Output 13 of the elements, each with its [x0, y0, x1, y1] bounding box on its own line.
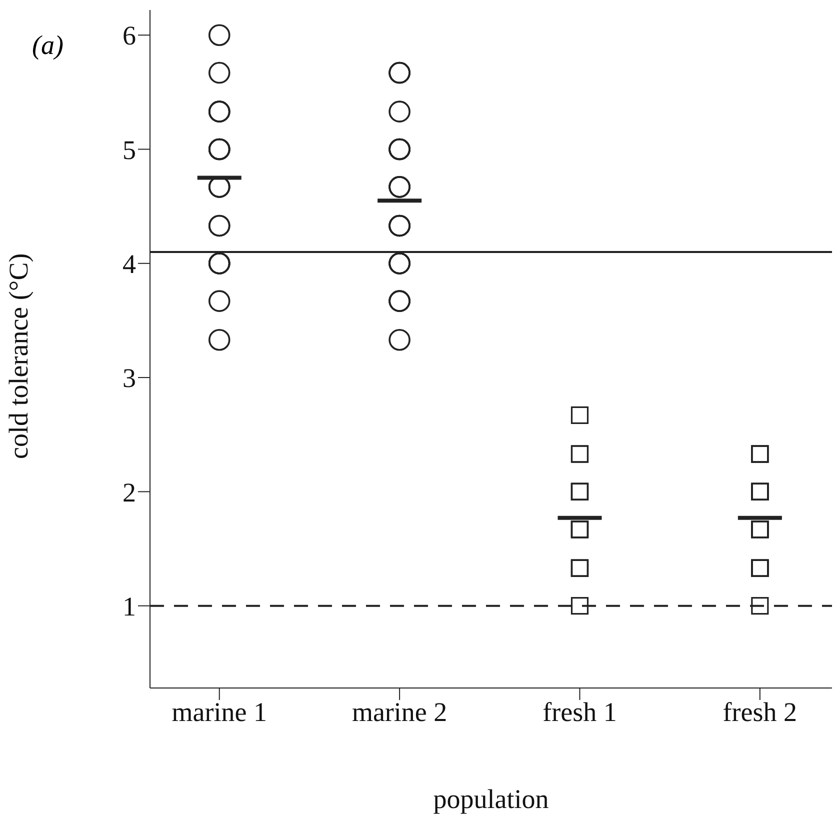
x-tick-label: marine 2 — [352, 697, 448, 728]
y-axis-title: cold tolerance (°C) — [4, 253, 34, 459]
x-tick-label: marine 1 — [172, 697, 267, 728]
y-tick-label: 5 — [122, 134, 136, 165]
text: (a) — [32, 30, 64, 61]
x-tick-label: fresh 1 — [542, 697, 617, 728]
y-tick-label: 4 — [122, 248, 136, 279]
y-tick-label: 1 — [122, 591, 136, 622]
y-tick-label: 3 — [122, 363, 136, 394]
y-tick-label: 6 — [122, 20, 136, 51]
x-axis-title: population — [433, 784, 550, 814]
x-tick-label: fresh 2 — [722, 697, 798, 728]
y-tick-label: 2 — [122, 477, 136, 508]
